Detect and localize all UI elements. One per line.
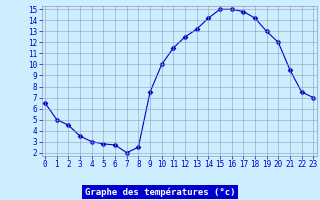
Text: Graphe des températures (°c): Graphe des températures (°c)	[85, 187, 235, 197]
